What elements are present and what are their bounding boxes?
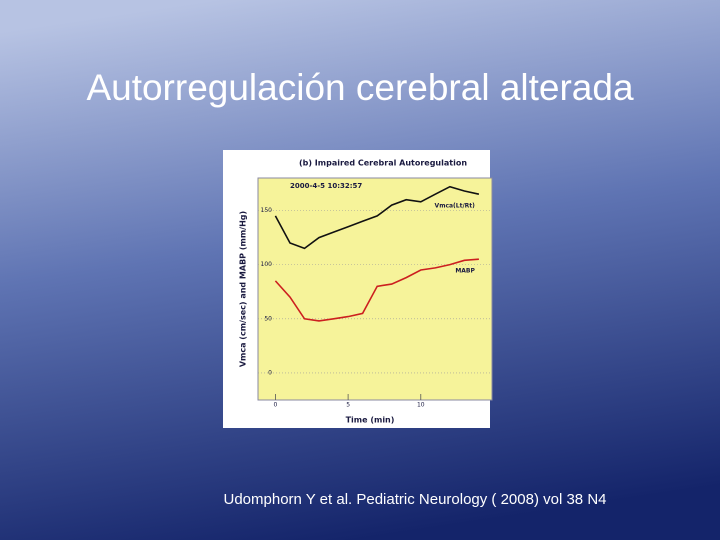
legend-label: MABP <box>455 268 475 275</box>
y-tick-label: 100 <box>261 261 273 268</box>
legend-label: Vmca(Lt/Rt) <box>435 203 476 210</box>
y-tick-label: 0 <box>268 369 272 376</box>
x-tick-label: 5 <box>346 402 350 409</box>
x-tick-label: 0 <box>274 402 278 409</box>
y-tick-label: 50 <box>264 315 272 322</box>
slide-title: Autorregulación cerebral alterada <box>86 67 634 108</box>
x-tick-label: 10 <box>417 402 425 409</box>
y-tick-label: 150 <box>261 207 273 214</box>
series-line <box>274 185 480 250</box>
chart-title: (b) Impaired Cerebral Autoregulation <box>299 159 467 168</box>
citation: Udomphorn Y et al. Pediatric Neurology (… <box>224 491 607 508</box>
y-axis-label: Vmca (cm/sec) and MABP (mm/Hg) <box>239 211 248 367</box>
series-line <box>274 258 479 322</box>
timestamp: 2000-4-5 10:32:57 <box>290 182 362 190</box>
x-axis-label: Time (min) <box>346 416 395 425</box>
figure: (b) Impaired Cerebral Autoregulation 200… <box>223 150 493 428</box>
